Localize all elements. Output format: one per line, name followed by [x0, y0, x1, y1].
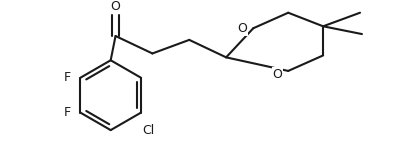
Text: O: O	[110, 0, 120, 13]
Text: Cl: Cl	[143, 124, 155, 137]
Text: F: F	[63, 71, 70, 84]
Text: F: F	[63, 106, 70, 119]
Text: O: O	[238, 22, 248, 35]
Text: O: O	[272, 68, 282, 81]
